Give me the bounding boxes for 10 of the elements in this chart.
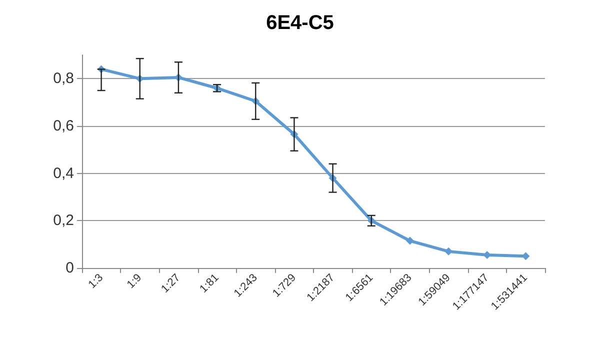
y-tick-label: 0,2 xyxy=(53,212,74,230)
chart-title: 6E4-C5 xyxy=(266,12,334,34)
x-tick-label: 1:3 xyxy=(86,272,106,292)
x-tick-label: 1:81 xyxy=(198,272,222,296)
y-tick-label: 0,4 xyxy=(53,164,74,182)
point xyxy=(406,236,414,245)
x-tick-label: 1:9 xyxy=(124,272,144,292)
y-tick-label: 0,6 xyxy=(53,118,74,134)
y-tick-label: 0 xyxy=(66,260,74,276)
y-tick-label: 0,8 xyxy=(53,70,74,88)
